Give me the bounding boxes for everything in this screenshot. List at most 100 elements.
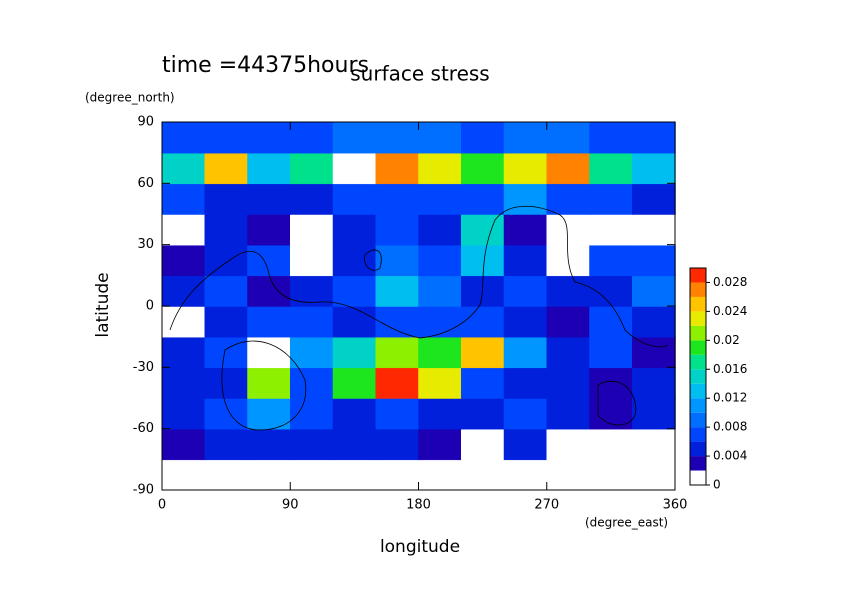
field-cell bbox=[204, 428, 249, 461]
field-cell bbox=[375, 305, 420, 338]
field-cell bbox=[375, 428, 420, 461]
field-cell bbox=[589, 428, 633, 461]
field-cell bbox=[632, 244, 676, 277]
field-cell bbox=[332, 367, 377, 399]
field-cell bbox=[461, 305, 505, 338]
field-cell bbox=[546, 152, 591, 185]
field-cell bbox=[589, 244, 633, 277]
field-cell bbox=[546, 275, 591, 307]
field-cell bbox=[247, 428, 291, 461]
field-cell bbox=[290, 213, 334, 246]
field-cell bbox=[247, 183, 291, 215]
colorbar-tick-label: 0.012 bbox=[713, 391, 747, 405]
field-cell bbox=[332, 275, 377, 307]
field-cell bbox=[503, 305, 548, 338]
field-cell bbox=[375, 121, 420, 154]
field-cell bbox=[161, 244, 206, 277]
field-cell bbox=[546, 336, 591, 369]
field-cell bbox=[290, 336, 334, 369]
colorbar-tick-label: 0.016 bbox=[713, 362, 747, 376]
field-cell bbox=[161, 397, 206, 430]
coastlines bbox=[169, 205, 669, 431]
coastline bbox=[597, 380, 637, 426]
y-axis-label: latitude bbox=[93, 272, 113, 337]
field-cell bbox=[503, 397, 548, 430]
colorbar-swatch bbox=[690, 398, 706, 413]
x-tick-label: 270 bbox=[534, 498, 559, 513]
field-cell bbox=[332, 428, 377, 461]
field-cell bbox=[247, 244, 291, 277]
field-cell bbox=[332, 152, 377, 185]
field-cell bbox=[332, 336, 377, 369]
field-cell bbox=[546, 397, 591, 430]
field-cell bbox=[290, 428, 334, 461]
field-cell bbox=[247, 397, 291, 430]
y-tick-label: -60 bbox=[133, 421, 154, 436]
field-cell bbox=[161, 152, 206, 185]
field-cell bbox=[418, 428, 462, 461]
colorbar-tick-label: 0.024 bbox=[713, 304, 747, 318]
field-cell bbox=[418, 213, 462, 246]
field-cell bbox=[161, 213, 206, 246]
field-cell bbox=[546, 305, 591, 338]
field-cell bbox=[546, 121, 591, 154]
field-cell bbox=[418, 275, 462, 307]
field-cell bbox=[632, 428, 676, 461]
field-cell bbox=[546, 367, 591, 399]
field-cell bbox=[589, 121, 633, 154]
field-cell bbox=[204, 367, 249, 399]
field-cell bbox=[461, 183, 505, 215]
field-cell bbox=[461, 244, 505, 277]
field-cell bbox=[290, 367, 334, 399]
y-tick-label: 0 bbox=[146, 299, 154, 314]
field-cell bbox=[161, 305, 206, 338]
field-cell bbox=[632, 397, 676, 430]
field-cell bbox=[247, 121, 291, 154]
field-cell bbox=[503, 152, 548, 185]
field-cell bbox=[375, 367, 420, 399]
field-cell bbox=[418, 121, 462, 154]
colorbar-swatch bbox=[690, 268, 706, 283]
field-cell bbox=[503, 367, 548, 399]
field bbox=[161, 121, 676, 461]
colorbar-tick-label: 0.028 bbox=[713, 275, 747, 289]
field-cell bbox=[247, 275, 291, 307]
y-tick-label: -90 bbox=[133, 483, 154, 498]
field-cell bbox=[503, 183, 548, 215]
field-cell bbox=[461, 397, 505, 430]
colorbar-tick-label: 0.02 bbox=[713, 333, 740, 347]
colorbar-swatch bbox=[690, 354, 706, 370]
field-cell bbox=[247, 367, 291, 399]
field-cell bbox=[161, 275, 206, 307]
field-cell bbox=[632, 367, 676, 399]
field-cell bbox=[418, 152, 462, 185]
colorbar-tick-label: 0.004 bbox=[713, 449, 747, 463]
field-cell bbox=[546, 213, 591, 246]
colorbar-swatch bbox=[690, 383, 706, 399]
field-cell bbox=[290, 152, 334, 185]
field-cell bbox=[589, 213, 633, 246]
field-cell bbox=[204, 152, 249, 185]
field-cell bbox=[290, 305, 334, 338]
field-cell bbox=[204, 244, 249, 277]
field-cell bbox=[247, 213, 291, 246]
field-cell bbox=[332, 397, 377, 430]
field-cell bbox=[161, 336, 206, 369]
field-cell bbox=[161, 183, 206, 215]
chart-title: surface stress bbox=[350, 62, 489, 86]
field-cell bbox=[632, 275, 676, 307]
field-cell bbox=[461, 213, 505, 246]
field-cell bbox=[632, 305, 676, 338]
colorbar-swatch bbox=[690, 369, 706, 384]
field-cell bbox=[461, 428, 505, 461]
y-tick-label: -30 bbox=[133, 360, 154, 375]
field-cell bbox=[632, 152, 676, 185]
field-cell bbox=[375, 244, 420, 277]
field-cell bbox=[461, 121, 505, 154]
field-cell bbox=[589, 152, 633, 185]
field-cell bbox=[247, 152, 291, 185]
colorbar-swatch bbox=[690, 325, 706, 341]
field-cell bbox=[632, 213, 676, 246]
